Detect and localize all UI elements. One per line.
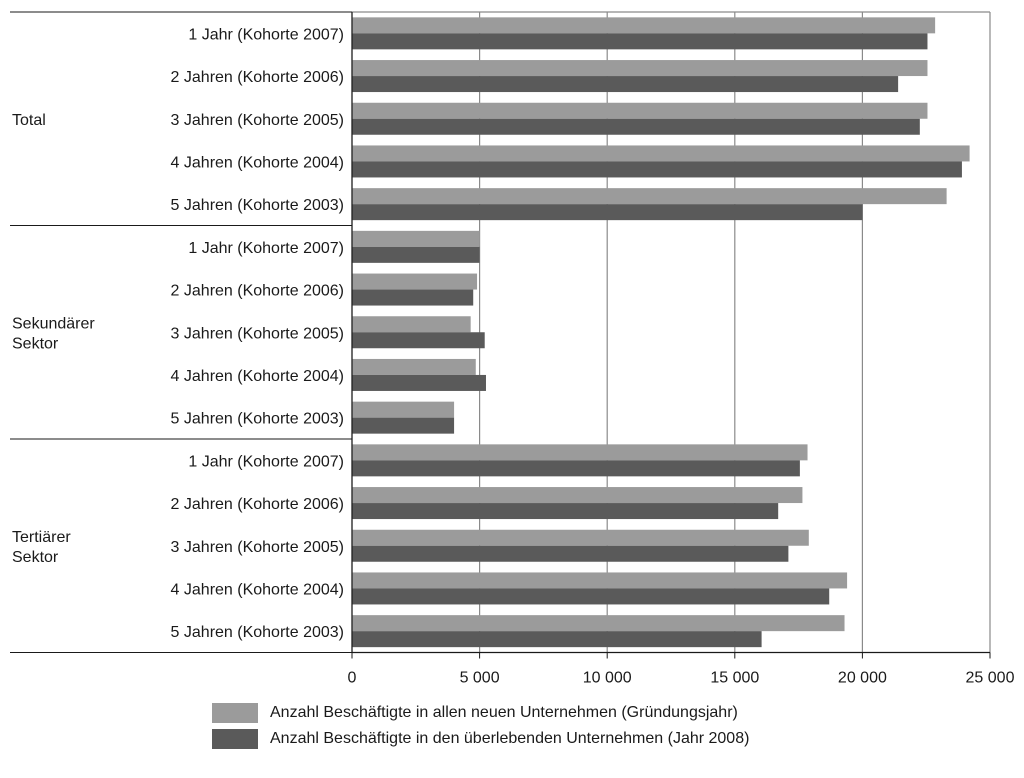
legend-label-series2: Anzahl Beschäftigte in den überlebenden … (270, 730, 750, 747)
bar-series2 (352, 289, 474, 306)
bar-series2 (352, 417, 455, 434)
category-label: 1 Jahr (Kohorte 2007) (188, 240, 344, 257)
bar-series1 (352, 401, 455, 418)
bar-series2 (352, 118, 920, 135)
bar-series2 (352, 161, 962, 178)
group-label-line: Sekundärer (12, 315, 95, 332)
bar-series2 (352, 33, 928, 50)
bar-chart-svg: 1 Jahr (Kohorte 2007) 2 Jahren (Kohorte 2… (10, 11, 1015, 687)
category-label: 3 Jahren (Kohorte 2005) (171, 539, 344, 556)
bar-series2 (352, 246, 480, 263)
x-tick-label: 20 000 (838, 670, 887, 687)
group-label-line: Total (12, 112, 46, 129)
bar-series2 (352, 545, 789, 562)
bar-series2 (352, 460, 800, 477)
group-label: Sekundärer Sektor (12, 315, 95, 352)
bar-series1 (352, 145, 970, 162)
bar-series1 (352, 358, 476, 375)
bar-series1 (352, 17, 936, 34)
bar-series1 (352, 487, 803, 504)
legend-item-series1: Anzahl Beschäftigte in allen neuen Unter… (212, 700, 749, 726)
category-label: 1 Jahr (Kohorte 2007) (188, 453, 344, 470)
category-label: 2 Jahren (Kohorte 2006) (171, 496, 344, 513)
bar-series2 (352, 374, 486, 391)
group-label-line: Sektor (12, 549, 59, 566)
bar-series1 (352, 316, 471, 333)
category-label: 1 Jahr (Kohorte 2007) (188, 26, 344, 43)
x-tick-label: 0 (348, 670, 357, 687)
bar-series2 (352, 204, 863, 221)
bar-series1 (352, 230, 480, 247)
category-label: 2 Jahren (Kohorte 2006) (171, 283, 344, 300)
bar-series2 (352, 588, 830, 605)
category-label: 4 Jahren (Kohorte 2004) (171, 581, 344, 598)
bar-series1 (352, 188, 947, 205)
bar-series1 (352, 572, 848, 589)
x-tick-label: 25 000 (966, 670, 1015, 687)
bar-series2 (352, 503, 779, 520)
category-label: 2 Jahren (Kohorte 2006) (171, 69, 344, 86)
legend-swatch-series1 (212, 703, 258, 723)
bar-series1 (352, 615, 845, 632)
group-label: Total (12, 112, 46, 129)
x-tick-label: 5 000 (460, 670, 500, 687)
legend-label-series1: Anzahl Beschäftigte in allen neuen Unter… (270, 704, 738, 721)
legend-item-series2: Anzahl Beschäftigte in den überlebenden … (212, 726, 749, 752)
category-label: 5 Jahren (Kohorte 2003) (171, 411, 344, 428)
x-tick-label: 10 000 (583, 670, 632, 687)
category-label: 5 Jahren (Kohorte 2003) (171, 624, 344, 641)
bar-series1 (352, 60, 928, 77)
group-label: Tertiärer Sektor (12, 529, 71, 566)
category-label: 3 Jahren (Kohorte 2005) (171, 112, 344, 129)
category-label: 3 Jahren (Kohorte 2005) (171, 325, 344, 342)
bar-series2 (352, 76, 899, 93)
bar-series1 (352, 102, 928, 119)
group-label-line: Sektor (12, 335, 59, 352)
bar-series1 (352, 273, 478, 290)
category-label: 4 Jahren (Kohorte 2004) (171, 154, 344, 171)
category-label: 4 Jahren (Kohorte 2004) (171, 368, 344, 385)
bar-series2 (352, 332, 485, 349)
bar-series1 (352, 529, 809, 546)
bar-series2 (352, 631, 762, 648)
bar-series1 (352, 444, 808, 461)
legend: Anzahl Beschäftigte in allen neuen Unter… (212, 700, 749, 752)
group-label-line: Tertiärer (12, 529, 71, 546)
x-tick-label: 15 000 (710, 670, 759, 687)
category-label: 5 Jahren (Kohorte 2003) (171, 197, 344, 214)
legend-swatch-series2 (212, 729, 258, 749)
